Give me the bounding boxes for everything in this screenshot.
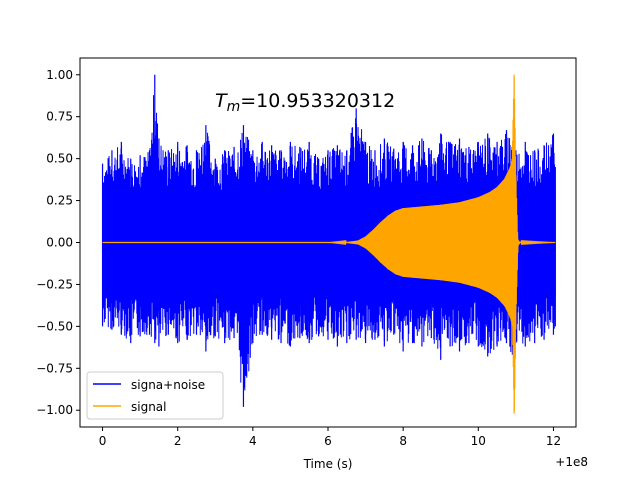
y-tick-label: −0.25 [36, 277, 73, 291]
x-tick-label: 0 [99, 434, 107, 448]
x-tick-label: 4 [249, 434, 257, 448]
x-axis-offset-label: +1e8 [555, 455, 588, 469]
tm-value: =10.953320312 [240, 90, 395, 112]
x-tick-label: 2 [174, 434, 182, 448]
series-line-signal [102, 77, 556, 411]
x-tick-label: 8 [399, 434, 407, 448]
y-tick-label: 0.25 [46, 194, 73, 208]
tm-symbol: T [215, 90, 228, 112]
x-tick-label: 6 [324, 434, 332, 448]
tm-annotation: Tm=10.953320312 [215, 90, 395, 115]
y-tick-label: −0.75 [36, 361, 73, 375]
legend-label-signal-noise: signa+noise [131, 378, 205, 392]
x-tick-label: 10 [471, 434, 486, 448]
y-tick-label: 1.00 [46, 68, 73, 82]
y-tick-label: 0.50 [46, 152, 73, 166]
legend-label-signal: signal [131, 400, 167, 414]
legend: signa+noise signal [86, 371, 224, 420]
y-axis: −1.00 −0.75 −0.50 −0.25 0.00 0.25 0.50 0.75 1.00 [36, 68, 80, 417]
x-axis-label: Time (s) [303, 457, 353, 471]
x-tick-label: 12 [546, 434, 561, 448]
plot-area [101, 74, 556, 414]
y-tick-label: −0.50 [36, 319, 73, 333]
y-tick-label: −1.00 [36, 403, 73, 417]
tm-subscript: m [227, 99, 241, 115]
y-tick-label: 0.00 [46, 236, 73, 250]
x-axis: 0 2 4 6 8 10 12 [99, 427, 561, 448]
y-tick-label: 0.75 [46, 110, 73, 124]
